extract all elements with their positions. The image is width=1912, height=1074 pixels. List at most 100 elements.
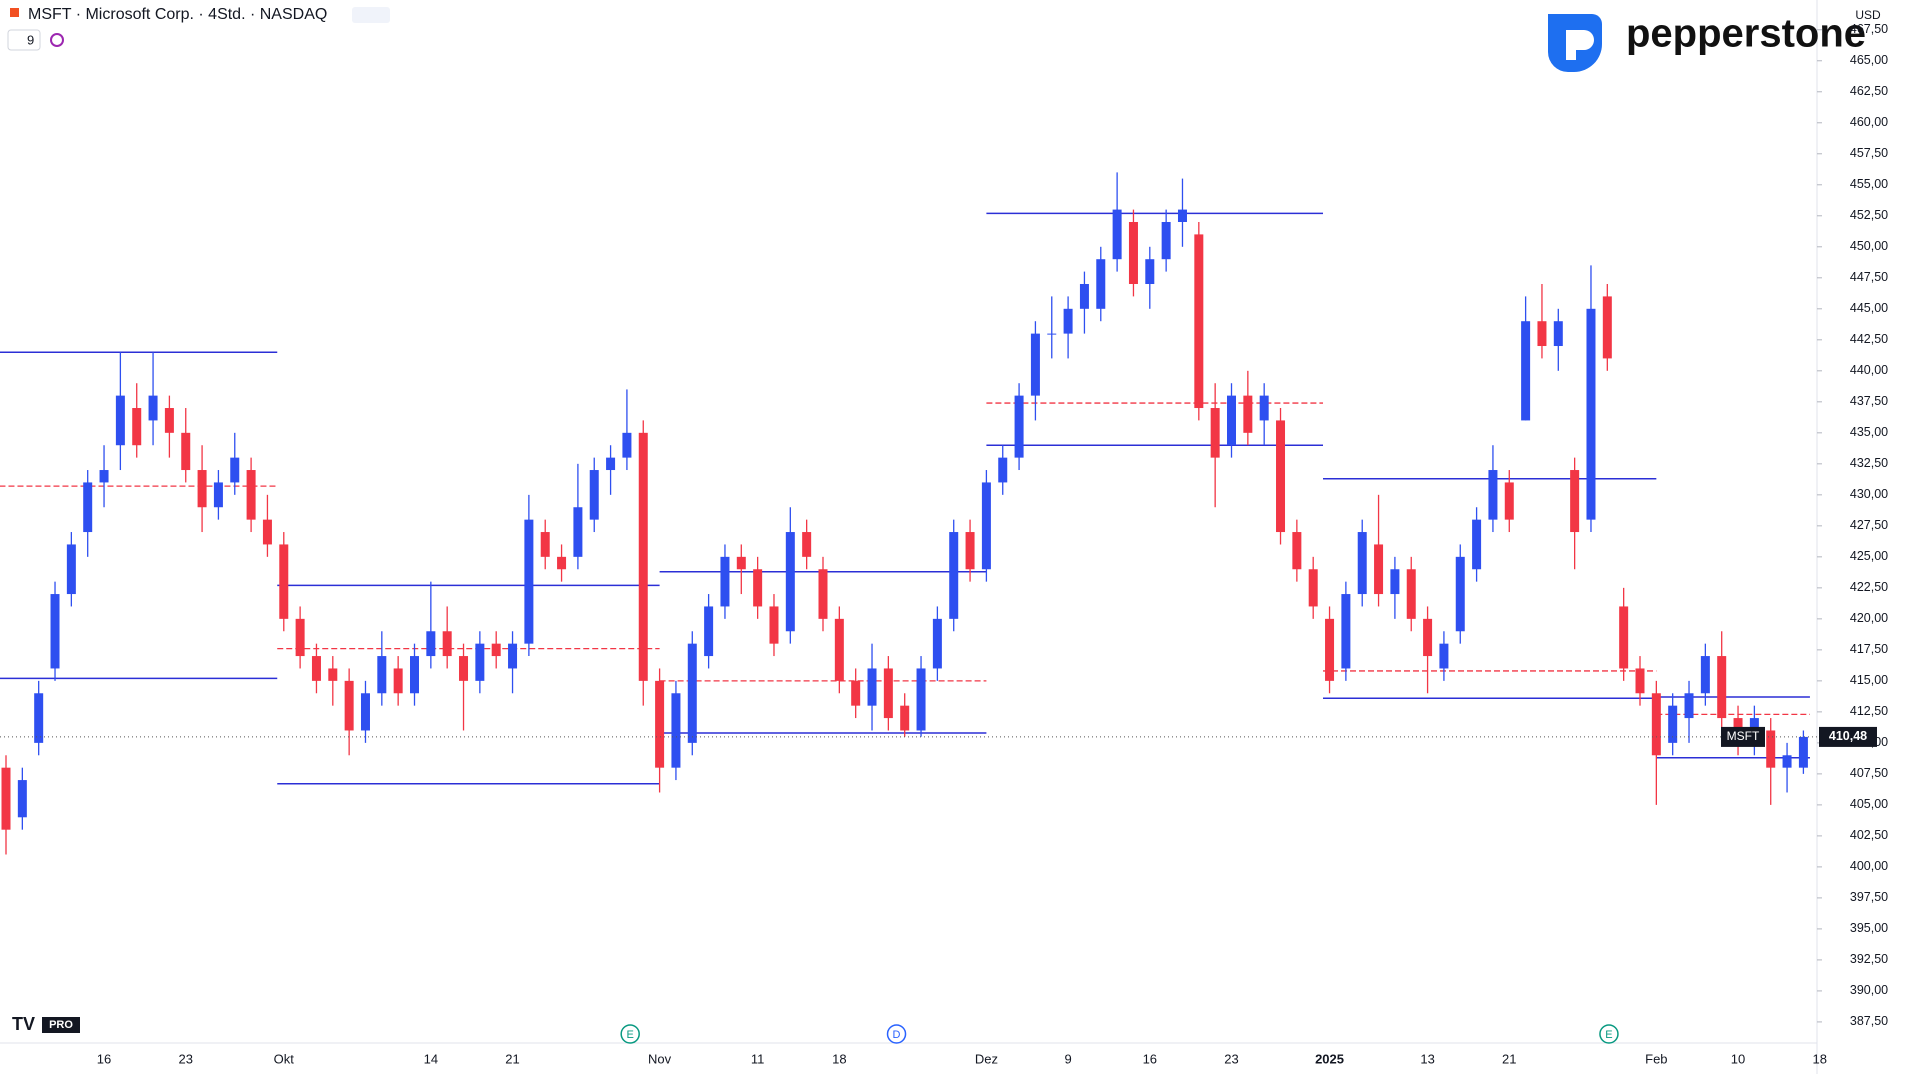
candle-body <box>328 668 338 681</box>
candle-body <box>1357 532 1367 595</box>
candle-body <box>66 544 76 595</box>
candle-body <box>1766 730 1776 768</box>
candle-body <box>1177 209 1187 222</box>
candle-body <box>736 556 746 570</box>
candle-body <box>1423 618 1433 657</box>
candle-body <box>197 470 207 508</box>
candle-body <box>34 693 44 743</box>
brand-name: pepperstone <box>1626 12 1866 56</box>
x-tick-label: 10 <box>1731 1051 1745 1066</box>
candle-body <box>262 519 272 545</box>
candle-body <box>998 457 1008 483</box>
candle-body <box>279 544 289 619</box>
candle-body <box>1325 618 1335 681</box>
x-tick-label: 11 <box>751 1051 765 1066</box>
indicator-badge[interactable] <box>7 29 41 51</box>
candle-body <box>1063 308 1073 334</box>
candle-body <box>164 408 174 433</box>
x-tick-label: 13 <box>1420 1051 1434 1066</box>
candle-body <box>1733 718 1743 731</box>
candle-body <box>949 532 959 619</box>
x-tick-label: 23 <box>179 1051 193 1066</box>
candle-body <box>213 482 223 508</box>
symbol-tag <box>1721 726 1765 747</box>
last-price-label: 410,48 <box>1829 729 1867 743</box>
candle-body <box>1406 569 1416 619</box>
candle-body <box>1472 519 1482 570</box>
refresh-icon[interactable] <box>50 33 64 47</box>
candle-body <box>344 680 354 731</box>
candle-body <box>753 569 763 607</box>
candle-body <box>246 470 256 520</box>
candle-body <box>1439 643 1449 669</box>
candle-body <box>508 643 518 669</box>
event-label: D <box>893 1029 901 1041</box>
candle-body <box>1128 221 1138 285</box>
candle-body <box>834 618 844 681</box>
toggle[interactable] <box>352 7 390 23</box>
candle-body <box>704 606 714 657</box>
candle-body <box>115 395 125 446</box>
candle-body <box>638 432 648 681</box>
y-tick-label: 462,50 <box>1850 84 1888 98</box>
y-tick-label: 415,00 <box>1850 673 1888 687</box>
tv-logo: TV <box>12 1014 35 1034</box>
candle-body <box>1112 209 1122 260</box>
candle-body <box>655 680 665 768</box>
candle-body <box>1635 668 1645 694</box>
y-tick-label: 420,00 <box>1850 611 1888 625</box>
y-tick-label: 430,00 <box>1850 487 1888 501</box>
candle-body <box>1488 470 1498 520</box>
candle-body <box>540 532 550 557</box>
candle-body <box>1308 569 1318 607</box>
candle-body <box>1537 321 1547 347</box>
x-tick-label: 21 <box>1502 1051 1516 1066</box>
y-tick-label: 392,50 <box>1850 952 1888 966</box>
y-tick-label: 387,50 <box>1850 1014 1888 1028</box>
candle-body <box>295 618 305 657</box>
x-tick-label: 23 <box>1224 1051 1238 1066</box>
candle-body <box>981 482 991 570</box>
candle-body <box>769 606 779 644</box>
candle-body <box>1 767 11 830</box>
x-tick-label: 2025 <box>1315 1051 1344 1066</box>
y-tick-label: 402,50 <box>1850 828 1888 842</box>
candle-body <box>622 432 632 458</box>
candle-body <box>1602 296 1612 359</box>
candle-body <box>1782 755 1792 768</box>
event-label: E <box>1605 1029 1612 1041</box>
event-label: E <box>627 1029 634 1041</box>
event-marker <box>1599 1024 1619 1044</box>
interval-badge: 9 <box>27 32 34 47</box>
x-tick-label: Feb <box>1645 1051 1667 1066</box>
y-tick-label: 432,50 <box>1850 456 1888 470</box>
candle-body <box>50 594 60 669</box>
candle-body <box>491 643 501 657</box>
candle-body <box>589 470 599 520</box>
candle-body <box>148 395 158 421</box>
candle-body <box>851 680 861 706</box>
candle-body <box>1210 408 1220 458</box>
candle-body <box>965 532 975 570</box>
x-tick-label: 14 <box>424 1051 438 1066</box>
candle-body <box>1521 321 1531 421</box>
y-tick-label: 455,00 <box>1850 177 1888 191</box>
x-tick-label: 21 <box>505 1051 519 1066</box>
y-tick-label: 460,00 <box>1850 115 1888 129</box>
candle-body <box>1570 470 1580 533</box>
candle-body <box>99 470 109 483</box>
candle-body <box>1276 420 1286 533</box>
candle-body <box>475 643 485 681</box>
candle-body <box>1341 594 1351 669</box>
symbol-tag-label: MSFT <box>1727 729 1760 743</box>
candle-body <box>1684 693 1694 719</box>
y-tick-label: 440,00 <box>1850 363 1888 377</box>
candle-body <box>1243 395 1253 433</box>
y-tick-label: 445,00 <box>1850 301 1888 315</box>
candle-body <box>1145 259 1155 285</box>
candle-body <box>311 656 321 681</box>
candle-body <box>1047 333 1057 335</box>
candle-body <box>557 556 567 570</box>
candle-body <box>181 432 191 471</box>
